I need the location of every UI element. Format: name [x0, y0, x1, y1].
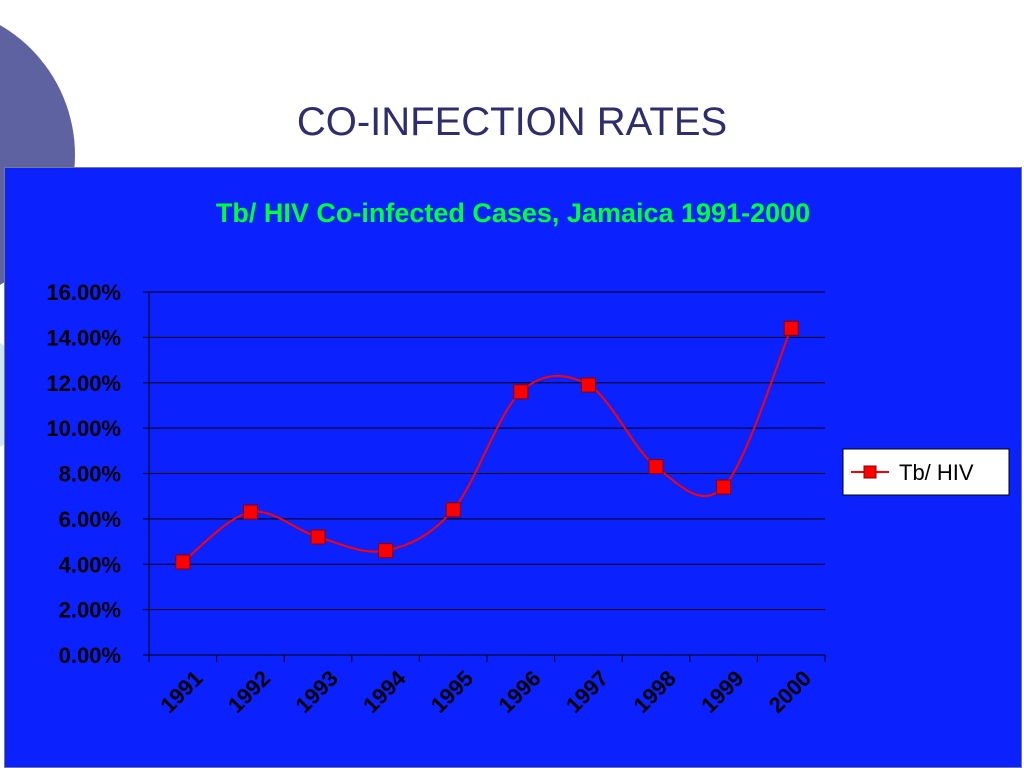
y-tick-label: 2.00%: [59, 598, 121, 623]
data-point-marker: [242, 504, 258, 520]
x-tick-label: 1993: [291, 666, 343, 718]
chart-title: Tb/ HIV Co-infected Cases, Jamaica 1991-…: [216, 198, 810, 228]
y-tick-label: 16.00%: [46, 280, 121, 305]
x-tick-label: 1995: [426, 666, 478, 718]
y-tick-label: 6.00%: [59, 507, 121, 532]
x-tick-label: 1998: [629, 666, 681, 718]
slide-title: CO-INFECTION RATES: [296, 100, 728, 144]
data-point-marker: [716, 479, 732, 495]
y-tick-label: 0.00%: [59, 643, 121, 668]
data-point-marker: [175, 554, 191, 570]
data-point-marker: [648, 459, 664, 475]
y-tick-label: 14.00%: [46, 325, 121, 350]
x-tick-label: 1992: [223, 666, 275, 718]
legend-marker-swatch: [863, 465, 877, 479]
x-tick-label: 1994: [358, 665, 411, 718]
data-point-marker: [513, 384, 529, 400]
series-line: [182, 327, 793, 563]
x-tick-label: 1991: [155, 666, 207, 718]
data-point-marker: [378, 543, 394, 559]
data-point-marker: [580, 377, 596, 393]
y-tick-label: 4.00%: [59, 552, 121, 577]
legend-label: Tb/ HIV: [899, 460, 974, 485]
data-point-marker: [310, 529, 326, 545]
x-tick-label: 2000: [764, 666, 816, 718]
x-tick-label: 1997: [561, 666, 613, 718]
x-tick-label: 1999: [696, 666, 748, 718]
y-tick-label: 10.00%: [46, 416, 121, 441]
y-tick-label: 8.00%: [59, 462, 121, 487]
x-tick-label: 1996: [493, 666, 545, 718]
line-chart: Tb/ HIV Co-infected Cases, Jamaica 1991-…: [46, 198, 1010, 718]
y-tick-label: 12.00%: [46, 371, 121, 396]
data-point-marker: [445, 502, 461, 518]
chart-frame: Tb/ HIV Co-infected Cases, Jamaica 1991-…: [4, 167, 1022, 768]
data-point-marker: [783, 320, 799, 336]
